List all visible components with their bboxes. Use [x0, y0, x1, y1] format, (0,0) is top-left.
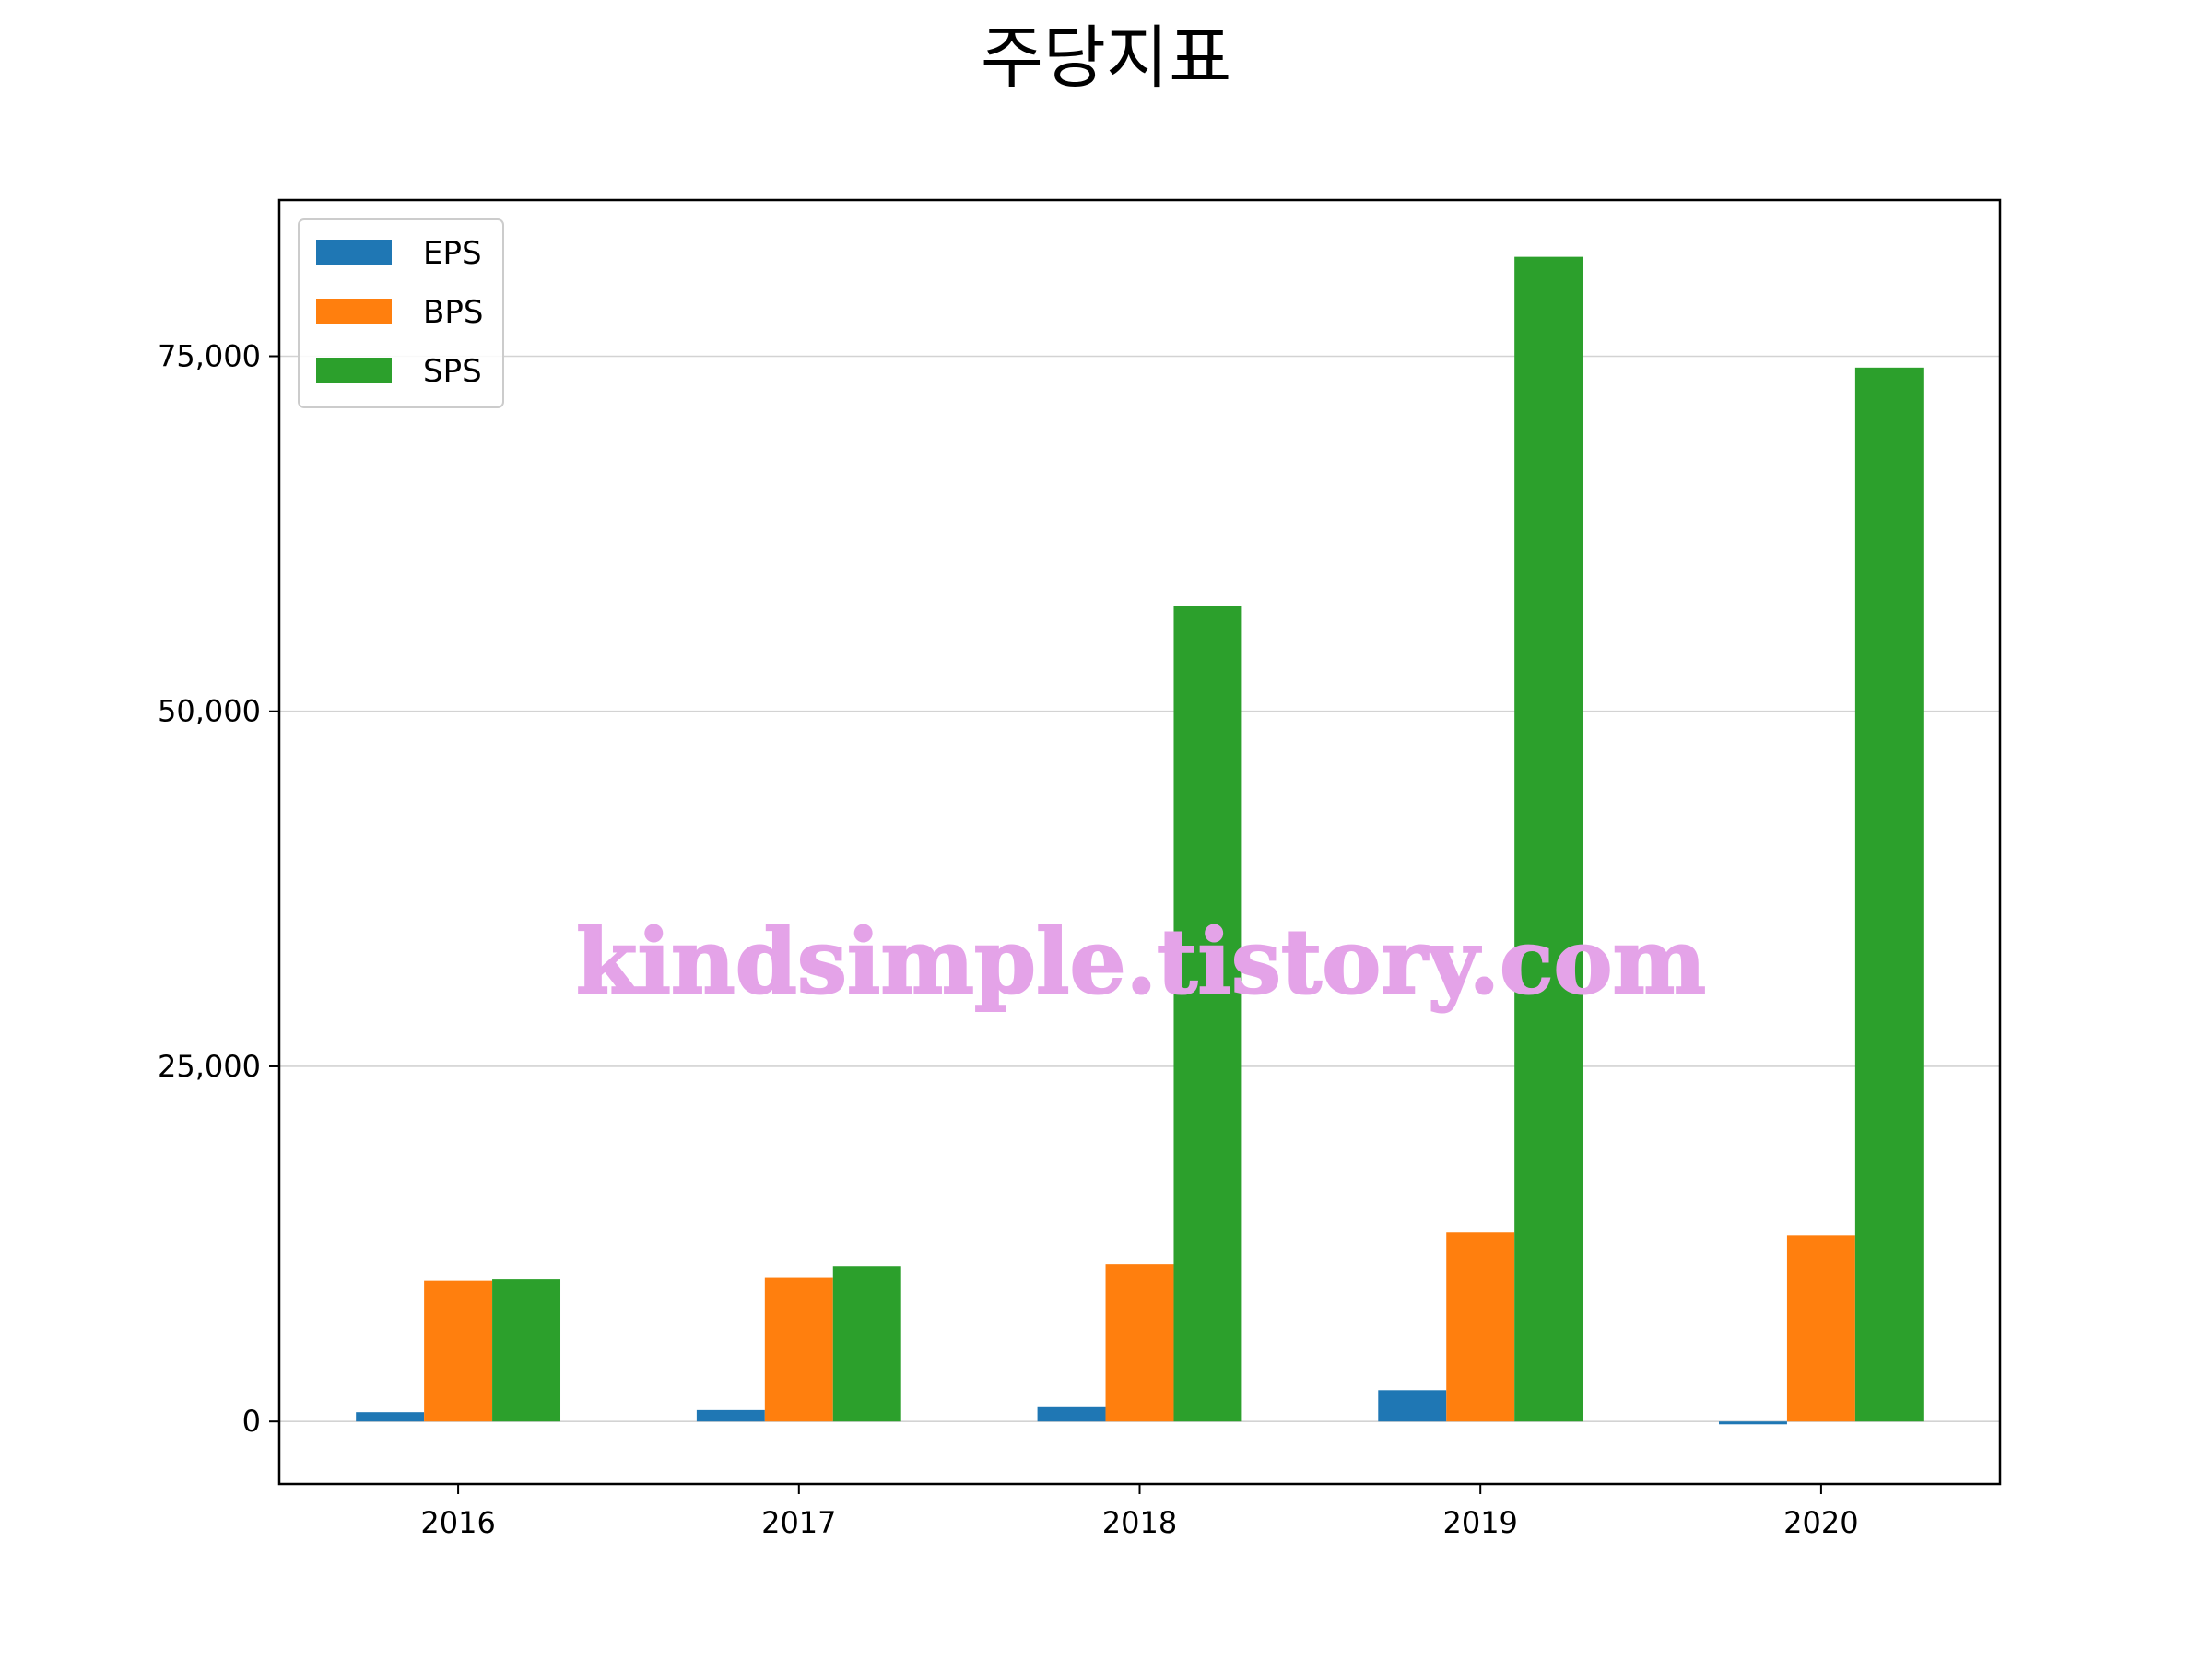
bar-sps-2019	[1514, 256, 1583, 1422]
legend: EPS BPS SPS	[298, 218, 504, 408]
legend-swatch-sps	[316, 358, 392, 383]
bar-eps-2017	[696, 1409, 765, 1422]
bar-bps-2017	[764, 1277, 833, 1422]
bar-bps-2019	[1446, 1232, 1515, 1422]
y-tick-label: 50,000	[158, 694, 261, 729]
watermark: kindsimple.tistory.com	[576, 910, 1706, 1014]
bars	[356, 256, 1924, 1425]
bar-sps-2020	[1854, 367, 1924, 1422]
bar-sps-2017	[832, 1266, 901, 1422]
bar-bps-2018	[1105, 1264, 1174, 1422]
bar-eps-2019	[1378, 1390, 1447, 1422]
x-tick-label: 2017	[761, 1505, 836, 1540]
y-axis: 0 25,000 50,000 75,000	[158, 339, 279, 1439]
bar-eps-2018	[1037, 1406, 1106, 1422]
x-tick-label: 2020	[1783, 1505, 1858, 1540]
y-tick-label: 75,000	[158, 339, 261, 374]
x-tick-label: 2018	[1102, 1505, 1177, 1540]
bar-sps-2016	[492, 1279, 561, 1422]
legend-label-eps: EPS	[423, 235, 482, 272]
bar-bps-2020	[1786, 1235, 1855, 1422]
y-tick-label: 25,000	[158, 1049, 261, 1084]
x-axis: 2016 2017 2018 2019 2020	[420, 1484, 1859, 1540]
bar-eps-2020	[1718, 1421, 1787, 1425]
y-tick-label: 0	[242, 1404, 261, 1439]
gridlines	[279, 355, 2000, 1422]
bar-eps-2016	[356, 1412, 425, 1422]
legend-label-bps: BPS	[423, 294, 483, 331]
x-tick-label: 2016	[420, 1505, 495, 1540]
legend-swatch-bps	[316, 299, 392, 324]
chart-title: 주당지표	[981, 18, 1231, 98]
x-tick-label: 2019	[1442, 1505, 1517, 1540]
legend-swatch-eps	[316, 240, 392, 265]
bar-sps-2018	[1173, 606, 1242, 1422]
bar-bps-2016	[424, 1280, 493, 1422]
plot-frame	[277, 198, 2002, 1486]
legend-label-sps: SPS	[423, 353, 482, 390]
